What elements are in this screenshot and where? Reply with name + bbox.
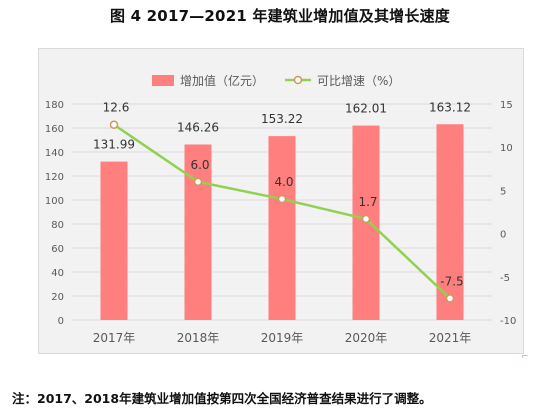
bar — [436, 124, 464, 320]
y-right-tick-label: -10 — [500, 316, 516, 327]
x-tick-label: 2018年 — [177, 331, 220, 345]
y-right-tick-label: 15 — [500, 100, 513, 111]
y-left-tick-label: 180 — [45, 100, 64, 111]
y-right-tick-label: 10 — [500, 143, 513, 154]
bar-value-label: 131.99 — [93, 138, 135, 152]
growth-point — [193, 177, 203, 187]
legend-bar-label: 增加值（亿元） — [180, 73, 264, 88]
y-left-tick-label: 0 — [58, 316, 64, 327]
growth-point — [445, 294, 455, 303]
x-tick-label: 2020年 — [345, 331, 388, 345]
bar — [100, 161, 128, 320]
footnote: 注：2017、2018年建筑业增加值按第四次全国经济普查结果进行了调整。 — [12, 391, 432, 406]
legend-bar-swatch — [152, 75, 174, 86]
y-left-tick-label: 100 — [45, 196, 64, 207]
growth-value-label: 4.0 — [274, 175, 293, 189]
bar-value-label: 146.26 — [177, 120, 219, 134]
growth-value-label: -7.5 — [440, 274, 463, 288]
bar-value-label: 153.22 — [261, 112, 303, 126]
y-left-tick-label: 20 — [51, 292, 64, 303]
y-left-tick-label: 120 — [45, 172, 64, 183]
bar — [268, 136, 296, 320]
growth-point — [109, 120, 119, 129]
bar-value-label: 162.01 — [345, 102, 387, 116]
growth-point — [277, 194, 287, 204]
bar — [184, 144, 212, 320]
y-right-tick-label: 0 — [500, 230, 506, 241]
y-left-tick-label: 80 — [51, 220, 64, 231]
y-right-tick-label: -5 — [500, 273, 510, 284]
y-left-tick-label: 160 — [45, 124, 64, 135]
x-tick-label: 2017年 — [93, 331, 136, 345]
growth-value-label: 1.7 — [358, 195, 377, 209]
corner-mark: ⌐ — [521, 352, 529, 362]
y-right-tick-label: 5 — [500, 186, 506, 197]
growth-point — [361, 214, 371, 224]
y-left-tick-label: 140 — [45, 148, 64, 159]
legend-line-marker — [293, 75, 303, 85]
x-tick-label: 2019年 — [261, 331, 304, 345]
x-tick-label: 2021年 — [429, 331, 472, 345]
bar-value-label: 163.12 — [429, 100, 471, 114]
chart-title: 图 4 2017—2021 年建筑业增加值及其增长速度 — [109, 7, 450, 25]
legend-line-label: 可比增速（%） — [317, 74, 400, 88]
y-left-tick-label: 60 — [51, 244, 64, 255]
growth-value-label: 6.0 — [190, 158, 209, 172]
y-left-tick-label: 40 — [51, 268, 64, 279]
growth-value-label: 12.6 — [103, 101, 130, 115]
